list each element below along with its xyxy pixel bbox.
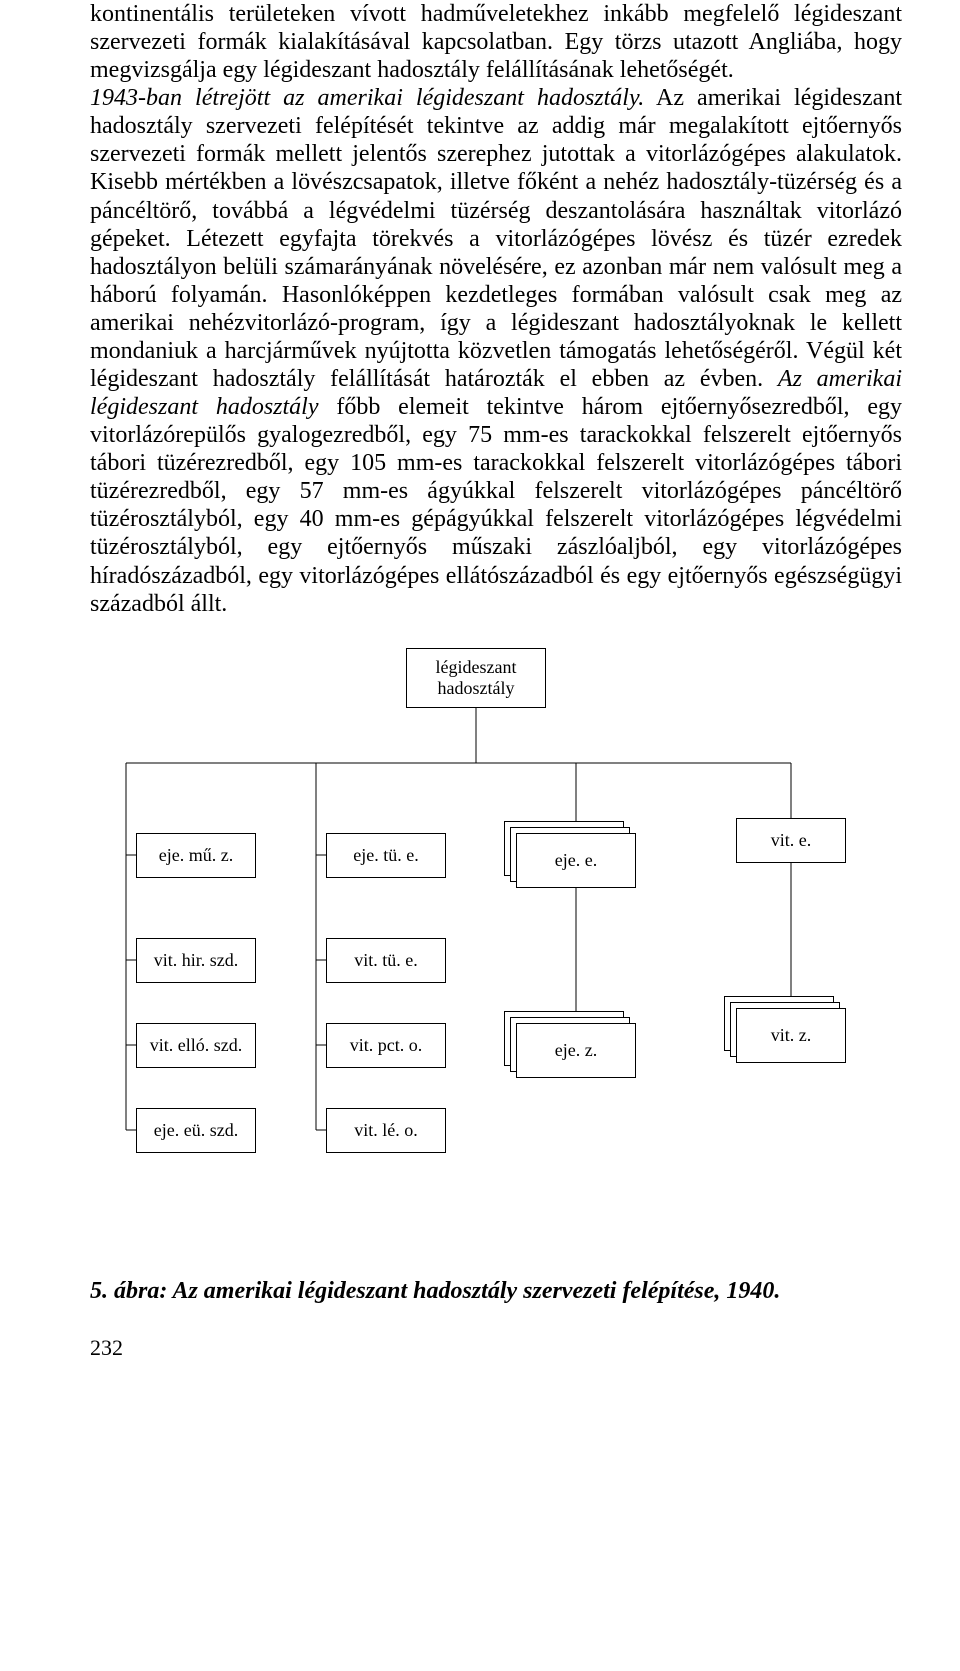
para-seg: főbb elemeit tekintve három ejtőernyősez…: [90, 394, 902, 617]
chart-col2-node-1: vit. pct. o.: [326, 1023, 446, 1068]
chart-col1-node-1: vit. elló. szd.: [136, 1023, 256, 1068]
para-seg: kontinentális területeken vívott hadműve…: [90, 1, 902, 83]
figure-caption: 5. ábra: Az amerikai légideszant hadoszt…: [90, 1278, 902, 1305]
para-seg-ital: 1943-ban létrejött az amerikai légidesza…: [90, 85, 644, 111]
chart-col1-node-0: vit. hir. szd.: [136, 938, 256, 983]
chart-row1-node-3: vit. e.: [736, 818, 846, 863]
chart-row1-node-1: eje. tü. e.: [326, 833, 446, 878]
chart-row1-node-2: eje. e.: [516, 833, 636, 888]
chart-col3-node-0: eje. z.: [516, 1023, 636, 1078]
chart-col4-node-0: vit. z.: [736, 1008, 846, 1063]
org-chart: légideszant hadosztály eje. mű. z. eje. tü…: [116, 648, 876, 1238]
chart-root-node: légideszant hadosztály: [406, 648, 546, 708]
chart-row1-node-0: eje. mű. z.: [136, 833, 256, 878]
chart-col1-node-2: eje. eü. szd.: [136, 1108, 256, 1153]
para-seg: Az amerikai légideszant hadosztály szerv…: [90, 85, 902, 392]
chart-col2-node-0: vit. tü. e.: [326, 938, 446, 983]
body-paragraph: kontinentális területeken vívott hadműve…: [90, 0, 902, 84]
body-paragraph: 1943-ban létrejött az amerikai légidesza…: [90, 84, 902, 617]
page-number: 232: [90, 1335, 902, 1361]
chart-col2-node-2: vit. lé. o.: [326, 1108, 446, 1153]
